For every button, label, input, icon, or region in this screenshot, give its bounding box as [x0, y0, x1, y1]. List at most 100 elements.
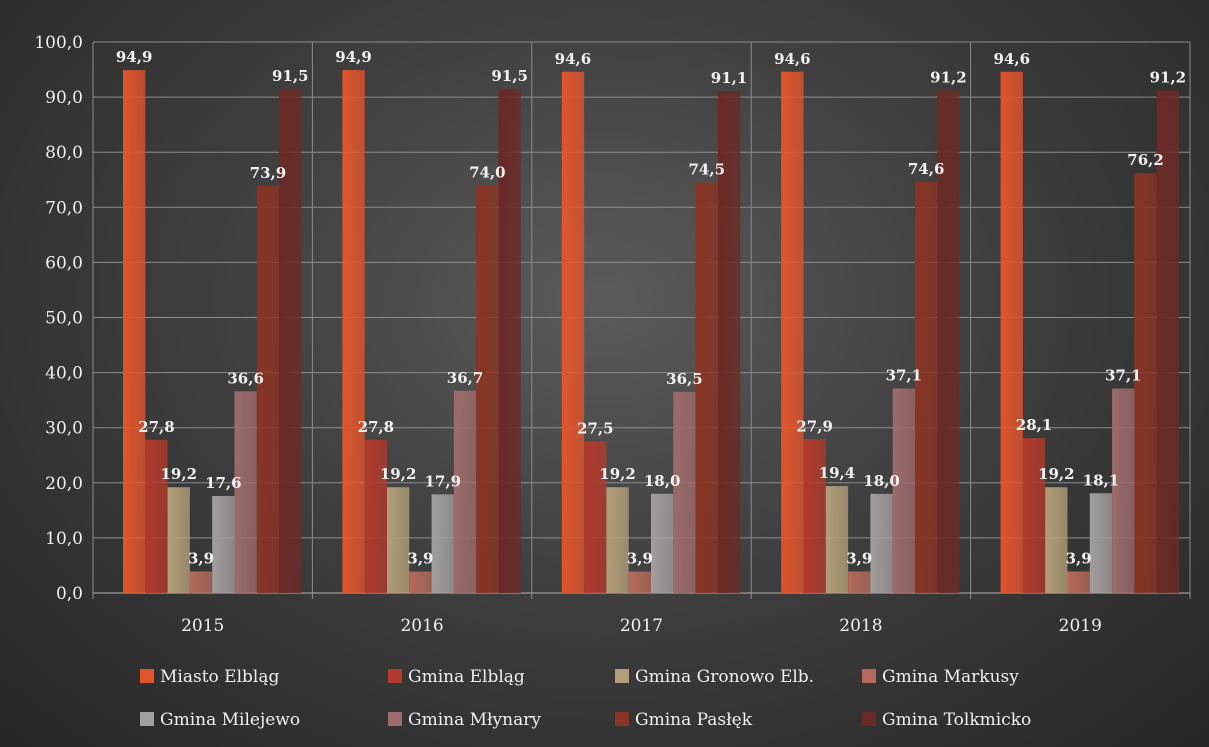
bar — [1022, 438, 1046, 593]
data-label: 37,1 — [886, 367, 923, 385]
bar — [825, 486, 849, 593]
bar — [937, 90, 960, 593]
bar — [387, 487, 410, 593]
bar — [431, 494, 454, 593]
data-label: 91,2 — [930, 68, 967, 86]
data-label: 27,5 — [577, 419, 614, 437]
legend-label: Gmina Gronowo Elb. — [635, 667, 814, 687]
data-label: 36,7 — [447, 369, 484, 387]
data-label: 18,0 — [863, 472, 900, 490]
data-label: 94,6 — [555, 50, 592, 68]
legend-swatch — [615, 669, 629, 683]
legend-item: Gmina Milejewo — [140, 710, 300, 730]
y-tick-label: 80,0 — [45, 143, 83, 163]
data-label: 19,2 — [160, 465, 197, 483]
bar — [145, 439, 168, 593]
bar — [717, 91, 741, 593]
legend-item: Gmina Tolkmicko — [862, 710, 1031, 730]
data-label: 27,8 — [138, 418, 175, 436]
bar — [364, 439, 387, 593]
bar — [651, 493, 674, 593]
bar — [476, 185, 499, 593]
legend-label: Gmina Elbląg — [408, 667, 525, 687]
bar — [584, 441, 607, 593]
legend-item: Gmina Elbląg — [388, 667, 525, 687]
bar — [781, 71, 804, 593]
data-label: 76,2 — [1127, 151, 1164, 169]
data-label: 17,6 — [205, 474, 242, 492]
data-label: 91,5 — [272, 67, 309, 85]
bar — [1067, 571, 1090, 593]
data-label: 3,9 — [1066, 550, 1092, 568]
y-tick-label: 30,0 — [45, 419, 83, 439]
legend-swatch — [388, 712, 402, 726]
legend-label: Gmina Pasłęk — [635, 710, 753, 730]
bar — [870, 493, 893, 593]
data-label: 19,2 — [380, 465, 417, 483]
x-tick-label: 2015 — [181, 616, 224, 636]
x-tick-label: 2019 — [1059, 616, 1102, 636]
data-label: 3,9 — [407, 550, 433, 568]
bar — [1000, 71, 1023, 593]
bar — [848, 571, 871, 593]
legend-swatch — [140, 712, 154, 726]
data-label: 19,2 — [599, 465, 636, 483]
data-label: 19,4 — [819, 464, 856, 482]
x-tick-label: 2018 — [839, 616, 882, 636]
y-tick-label: 40,0 — [45, 364, 83, 384]
data-label: 91,2 — [1150, 68, 1187, 86]
bar — [1134, 173, 1157, 593]
bar — [234, 391, 257, 593]
data-label: 3,9 — [627, 550, 653, 568]
bar — [453, 390, 477, 593]
bar — [803, 439, 826, 593]
legend-swatch — [862, 712, 876, 726]
data-label: 18,1 — [1083, 471, 1120, 489]
data-label: 91,5 — [491, 67, 528, 85]
legend-label: Gmina Młynary — [408, 710, 541, 730]
data-label: 3,9 — [188, 550, 214, 568]
data-label: 74,0 — [469, 163, 506, 181]
data-label: 94,9 — [335, 48, 372, 66]
legend-swatch — [388, 669, 402, 683]
bar — [695, 182, 718, 593]
data-label: 37,1 — [1105, 367, 1142, 385]
data-label: 28,1 — [1016, 416, 1053, 434]
legend-item: Gmina Gronowo Elb. — [615, 667, 814, 687]
y-tick-label: 50,0 — [45, 309, 83, 329]
legend-item: Gmina Markusy — [862, 667, 1019, 687]
x-tick-label: 2016 — [400, 616, 443, 636]
bar — [123, 70, 146, 593]
legend-item: Gmina Młynary — [388, 710, 541, 730]
bar — [342, 70, 365, 593]
data-label: 3,9 — [846, 550, 872, 568]
data-label: 74,5 — [688, 161, 725, 179]
y-tick-label: 0,0 — [56, 584, 83, 604]
bar — [1112, 388, 1135, 593]
bar — [167, 487, 190, 593]
bar — [915, 181, 938, 594]
legend-swatch — [615, 712, 629, 726]
y-tick-label: 60,0 — [45, 253, 83, 273]
data-label: 19,2 — [1038, 465, 1075, 483]
bar — [561, 71, 585, 593]
y-tick-label: 20,0 — [45, 474, 83, 494]
legend-label: Gmina Milejewo — [160, 710, 300, 730]
bar — [606, 487, 629, 593]
data-label: 18,0 — [644, 472, 681, 490]
bar — [892, 388, 915, 593]
bar — [256, 185, 280, 593]
legend-label: Miasto Elbląg — [160, 667, 279, 687]
data-label: 94,6 — [993, 50, 1030, 68]
legend-label: Gmina Markusy — [882, 667, 1019, 687]
data-label: 91,1 — [711, 69, 748, 87]
bar — [279, 88, 302, 594]
bar — [498, 88, 521, 594]
legend-item: Miasto Elbląg — [140, 667, 279, 687]
y-tick-label: 100,0 — [34, 33, 83, 53]
data-label: 36,5 — [666, 370, 703, 388]
legend-item: Gmina Pasłęk — [615, 710, 753, 730]
bar — [628, 571, 651, 593]
bar — [212, 496, 235, 593]
